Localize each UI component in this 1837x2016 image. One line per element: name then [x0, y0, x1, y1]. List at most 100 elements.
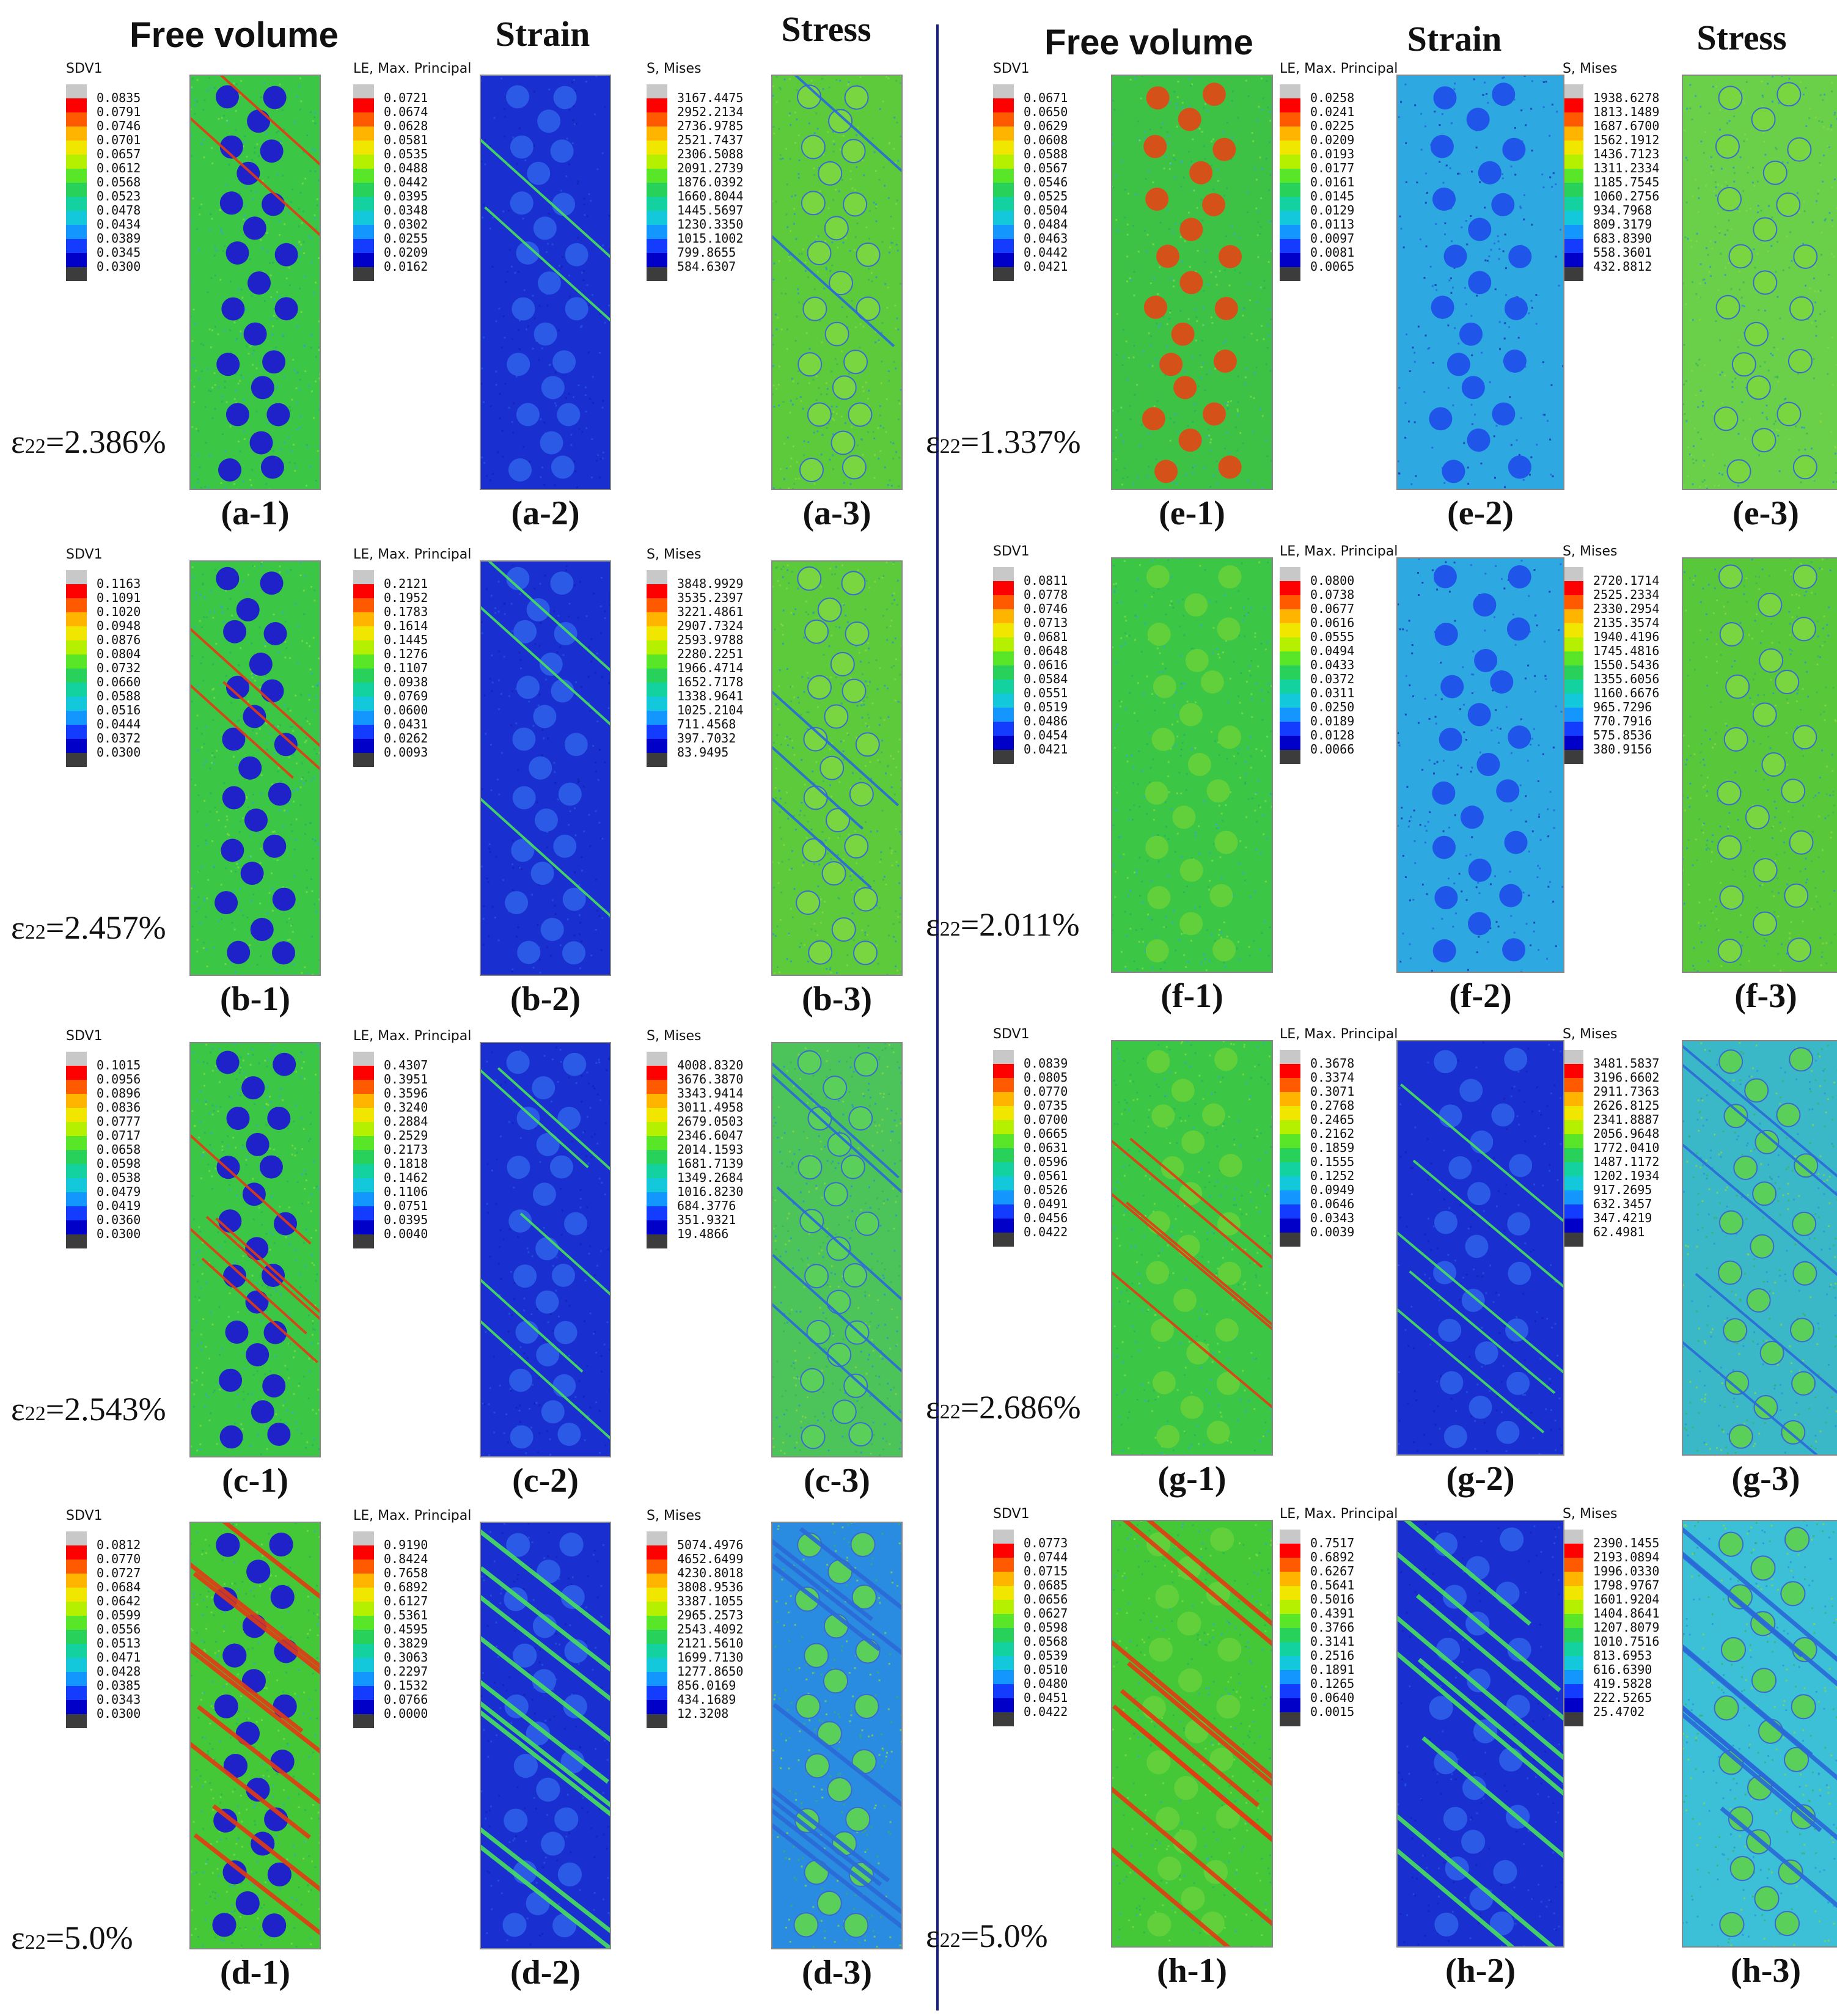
noise-speck	[1484, 573, 1487, 575]
noise-speck	[1798, 449, 1800, 451]
noise-speck	[892, 641, 894, 643]
particle-13	[1143, 295, 1167, 319]
noise-speck	[1137, 720, 1139, 722]
panel-f-2-legend: LE, Max. Principal 0.0800 0.0738 0.0677 0.06…	[1280, 544, 1445, 765]
legend-swatch	[1280, 736, 1300, 750]
noise-speck	[194, 626, 196, 629]
noise-speck	[1172, 724, 1173, 726]
noise-speck	[587, 676, 590, 678]
noise-speck	[1120, 700, 1123, 703]
noise-speck	[832, 140, 835, 142]
noise-speck	[1820, 412, 1822, 415]
noise-speck	[1159, 323, 1162, 326]
noise-speck	[1816, 663, 1819, 665]
noise-speck	[806, 711, 809, 713]
noise-speck	[1759, 365, 1762, 367]
noise-speck	[1200, 625, 1203, 626]
noise-speck	[1187, 211, 1190, 214]
noise-speck	[1200, 961, 1203, 964]
noise-speck	[1249, 299, 1251, 301]
noise-speck	[1698, 318, 1701, 321]
noise-speck	[845, 614, 847, 617]
noise-speck	[875, 207, 877, 209]
noise-speck	[1833, 255, 1835, 258]
particle-20	[1784, 883, 1809, 908]
noise-speck	[532, 725, 535, 727]
legend-swatch	[1280, 581, 1300, 595]
noise-speck	[1184, 683, 1186, 686]
noise-speck	[782, 634, 784, 636]
noise-speck	[1827, 815, 1830, 817]
noise-speck	[1256, 234, 1259, 236]
noise-speck	[1138, 856, 1141, 859]
noise-speck	[1151, 918, 1153, 921]
noise-speck	[1174, 851, 1176, 853]
noise-speck	[1502, 250, 1505, 252]
noise-speck	[1823, 154, 1825, 156]
particle-15	[1171, 322, 1195, 346]
noise-speck	[1692, 483, 1694, 485]
noise-speck	[1451, 287, 1454, 289]
noise-speck	[1247, 191, 1249, 194]
noise-speck	[265, 132, 268, 134]
noise-speck	[1805, 857, 1807, 860]
particle-21	[1751, 428, 1777, 453]
noise-speck	[582, 785, 585, 788]
panel-a-3-legend: S, Mises 3167.4475 2952.2134 2736.9785 2521.…	[647, 61, 812, 282]
noise-speck	[1203, 290, 1205, 292]
noise-speck	[196, 100, 199, 103]
noise-speck	[1494, 875, 1496, 878]
noise-speck	[595, 460, 598, 462]
noise-speck	[213, 87, 216, 89]
noise-speck	[276, 131, 278, 134]
noise-speck	[826, 387, 829, 390]
noise-speck	[1140, 97, 1142, 100]
noise-speck	[1148, 781, 1151, 783]
legend-swatch	[66, 112, 87, 126]
noise-speck	[1772, 692, 1775, 695]
noise-speck	[876, 904, 878, 907]
noise-speck	[560, 944, 562, 947]
noise-speck	[1766, 405, 1768, 406]
noise-speck	[806, 672, 809, 674]
noise-speck	[1748, 837, 1751, 838]
noise-speck	[1421, 582, 1424, 584]
noise-speck	[1682, 403, 1685, 406]
noise-speck	[227, 834, 230, 836]
noise-speck	[1697, 211, 1700, 213]
noise-speck	[533, 145, 535, 147]
noise-speck	[220, 230, 222, 233]
noise-speck	[210, 390, 212, 392]
noise-speck	[1777, 434, 1780, 437]
noise-speck	[218, 920, 219, 922]
noise-speck	[222, 114, 225, 117]
noise-speck	[778, 260, 780, 262]
noise-speck	[1692, 195, 1694, 197]
noise-speck	[1730, 228, 1733, 230]
noise-speck	[1124, 615, 1126, 618]
noise-speck	[516, 163, 518, 165]
noise-speck	[894, 161, 897, 164]
noise-speck	[225, 589, 227, 592]
noise-speck	[511, 630, 513, 632]
noise-speck	[1788, 867, 1791, 870]
noise-speck	[515, 375, 518, 378]
noise-speck	[1146, 743, 1148, 746]
noise-speck	[1175, 744, 1177, 747]
noise-speck	[1419, 238, 1421, 241]
noise-speck	[237, 664, 240, 667]
noise-speck	[1417, 325, 1420, 328]
noise-speck	[1218, 934, 1220, 936]
noise-speck	[1739, 156, 1742, 158]
noise-speck	[1706, 790, 1709, 793]
noise-speck	[1270, 460, 1272, 462]
noise-speck	[255, 732, 258, 735]
noise-speck	[799, 396, 802, 398]
noise-speck	[1463, 442, 1465, 444]
legend-swatch	[993, 595, 1014, 609]
noise-speck	[1715, 731, 1717, 734]
noise-speck	[244, 218, 247, 221]
noise-speck	[1734, 377, 1737, 379]
noise-speck	[1203, 467, 1206, 469]
noise-speck	[785, 587, 788, 590]
